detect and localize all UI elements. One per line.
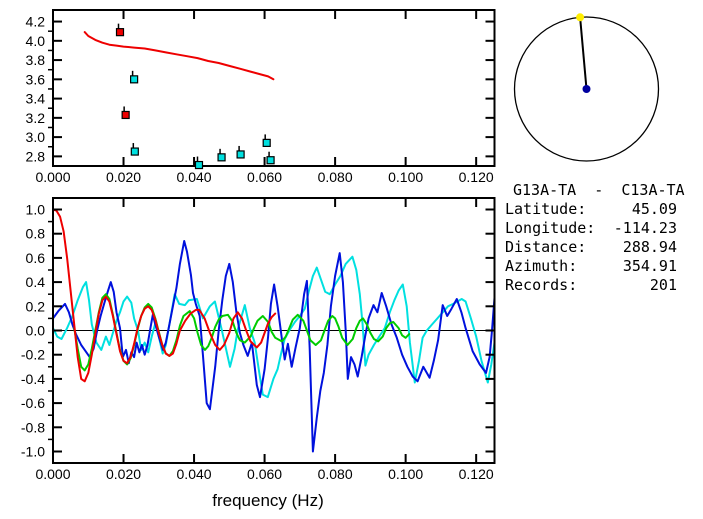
x-tick-label: 0.000 [35, 169, 70, 185]
y-tick-label: 0.0 [26, 323, 46, 339]
x-tick-label: 0.120 [459, 466, 494, 482]
x-tick-label: 0.020 [106, 169, 141, 185]
azimuth-indicator [513, 13, 660, 162]
trace-blue [52, 240, 496, 453]
station-azimuth-row: Azimuth: 354.91 [505, 257, 677, 276]
pick-square-cyan[interactable] [217, 153, 226, 162]
y-tick-label: -0.4 [21, 371, 45, 387]
y-tick-label: -1.0 [21, 444, 45, 460]
azimuth-value: 354.91 [622, 257, 677, 275]
pick-square-cyan[interactable] [236, 150, 245, 159]
group-velocity-plot[interactable]: 0.000 0.020 0.040 0.060 0.080 0.100 0.120 2.8 3.… [26, 9, 496, 185]
azimuth-circle [513, 16, 660, 162]
plot-frame [52, 9, 496, 167]
y-tick-label: 3.0 [26, 129, 46, 145]
pick-square-cyan[interactable] [130, 75, 139, 84]
x-tick-label: 0.120 [459, 169, 494, 185]
azimuth-label: Azimuth: [505, 257, 578, 275]
latitude-label: Latitude: [505, 200, 587, 218]
y-tick-label: -0.6 [21, 395, 45, 411]
distance-label: Distance: [505, 238, 587, 256]
trace-green [73, 293, 411, 372]
y-tick-label: 0.6 [26, 250, 46, 266]
station-distance-row: Distance: 288.94 [505, 238, 677, 257]
y-tick-label: 2.8 [26, 148, 46, 164]
y-tick-label: 3.8 [26, 52, 46, 68]
station-pair-title: G13A-TA - C13A-TA [513, 181, 685, 199]
y-tick-label: 4.0 [26, 33, 46, 49]
x-tick-label: 0.080 [318, 169, 353, 185]
x-tick-label: 0.040 [177, 466, 212, 482]
y-tick-label: 3.2 [26, 110, 46, 126]
pick-square-red[interactable] [115, 28, 125, 37]
x-tick-label: 0.060 [247, 169, 282, 185]
x-tick-label: 0.020 [106, 466, 141, 482]
station-info-panel: G13A-TA - C13A-TA Latitude: 45.09 Longit… [505, 181, 685, 295]
spectra-plot[interactable]: 0.000 0.020 0.040 0.060 0.080 0.100 0.120 -1.0 -… [21, 197, 496, 482]
latitude-value: 45.09 [631, 200, 677, 218]
longitude-value: -114.23 [613, 219, 677, 237]
azimuth-line [579, 17, 588, 90]
records-label: Records: [505, 276, 578, 294]
azimuth-endpoint-dot [576, 13, 585, 22]
y-tick-label: 0.4 [26, 274, 46, 290]
x-tick-label: 0.080 [318, 466, 353, 482]
y-tick-label: 0.2 [26, 298, 46, 314]
trace-red [52, 208, 277, 383]
x-axis-title: frequency (Hz) [212, 491, 323, 510]
y-tick-label: 4.2 [26, 14, 46, 30]
station-center-dot [582, 85, 591, 93]
x-tick-label: 0.040 [177, 169, 212, 185]
x-tick-label: 0.000 [35, 466, 70, 482]
y-tick-label: -0.2 [21, 347, 45, 363]
y-tick-label: 3.6 [26, 71, 46, 87]
station-records-row: Records: 201 [505, 276, 677, 295]
y-tick-label: 3.4 [26, 91, 46, 107]
x-tick-label: 0.060 [247, 466, 282, 482]
station-latitude-row: Latitude: 45.09 [505, 200, 677, 219]
trace-cyan [52, 255, 496, 399]
y-tick-label: 0.8 [26, 226, 46, 242]
distance-value: 288.94 [622, 238, 677, 256]
pick-square-cyan[interactable] [266, 156, 275, 165]
records-value: 201 [649, 276, 677, 294]
x-tick-label: 0.100 [388, 466, 423, 482]
pick-square-cyan[interactable] [130, 147, 139, 156]
y-tick-label: 1.0 [26, 201, 46, 217]
x-tick-label: 0.100 [388, 169, 423, 185]
pick-square-cyan[interactable] [262, 138, 271, 147]
longitude-label: Longitude: [505, 219, 596, 237]
reference-dispersion-curve [83, 31, 275, 81]
pick-square-cyan[interactable] [194, 160, 204, 170]
station-longitude-row: Longitude: -114.23 [505, 219, 677, 238]
pick-square-red[interactable] [121, 110, 130, 120]
y-tick-label: -0.8 [21, 419, 45, 435]
